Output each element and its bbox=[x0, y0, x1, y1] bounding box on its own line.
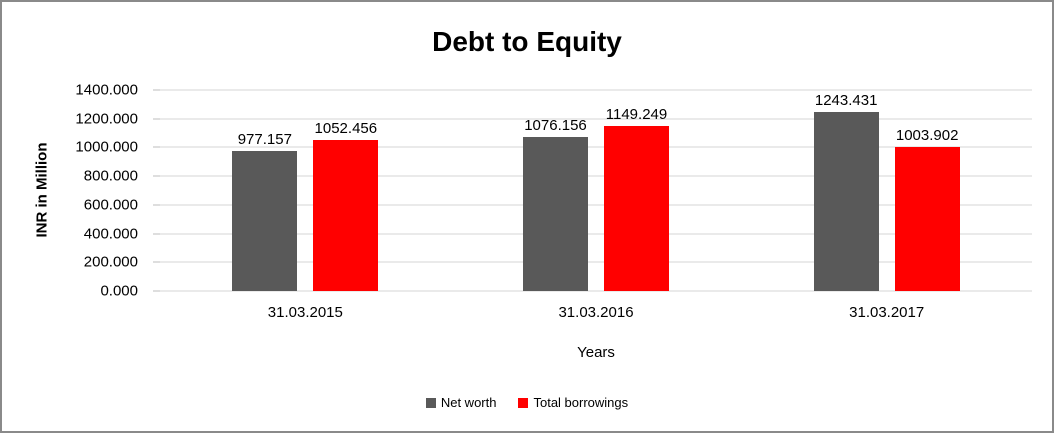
bar-group-31.03.2016: 1076.156 1149.249 bbox=[451, 90, 742, 291]
x-category-label: 31.03.2016 bbox=[558, 304, 634, 321]
legend-label: Net worth bbox=[440, 395, 497, 410]
bar-value-label: 977.157 bbox=[237, 130, 292, 148]
bar-value-label: 1243.431 bbox=[814, 92, 878, 110]
axis-tick-mark bbox=[153, 118, 160, 120]
y-tick-label: 1200.000 bbox=[75, 110, 138, 128]
bar-column-total-borrowings: 1052.456 bbox=[313, 90, 379, 291]
gridline bbox=[160, 89, 1032, 91]
chart-legend: Net worth Total borrowings bbox=[2, 395, 1052, 410]
y-tick-label: 400.000 bbox=[83, 225, 138, 243]
bar-total-borrowings bbox=[604, 126, 669, 291]
axis-tick-mark bbox=[153, 146, 160, 148]
axis-tick-mark bbox=[153, 89, 160, 91]
axis-tick-mark bbox=[153, 175, 160, 177]
bar-group-31.03.2017: 1243.431 1003.902 bbox=[741, 90, 1032, 291]
bar-net-worth bbox=[523, 136, 588, 291]
chart-title: Debt to Equity bbox=[432, 26, 622, 57]
gridline bbox=[160, 175, 1032, 177]
gridline bbox=[160, 146, 1032, 148]
bar-column-net-worth: 977.157 bbox=[232, 90, 298, 291]
gridline bbox=[160, 204, 1032, 206]
legend-swatch-icon bbox=[518, 397, 529, 408]
bar-total-borrowings bbox=[894, 146, 960, 291]
bar-column-total-borrowings: 1003.902 bbox=[894, 90, 960, 291]
bar-value-label: 1149.249 bbox=[605, 106, 668, 124]
x-category-label: 31.03.2015 bbox=[267, 304, 343, 321]
gridline bbox=[160, 118, 1032, 120]
x-axis-category-labels: 31.03.2015 31.03.2016 31.03.2017 bbox=[160, 304, 1032, 321]
x-category-label: 31.03.2017 bbox=[849, 304, 925, 321]
axis-tick-mark bbox=[153, 233, 160, 235]
axis-tick-mark bbox=[153, 290, 160, 292]
bar-value-label: 1076.156 bbox=[524, 116, 587, 134]
bar-column-net-worth: 1243.431 bbox=[813, 90, 879, 291]
axis-tick-mark bbox=[153, 204, 160, 206]
bar-total-borrowings bbox=[313, 139, 379, 291]
plot-area: 977.157 1052.456 1076.156 1149.249 1243.431 1… bbox=[153, 89, 1032, 292]
bar-net-worth bbox=[813, 112, 879, 291]
bar-net-worth bbox=[232, 150, 298, 291]
legend-item-net-worth: Net worth bbox=[425, 395, 497, 410]
legend-label: Total borrowings bbox=[533, 395, 629, 410]
legend-swatch-icon bbox=[425, 397, 436, 408]
bar-column-total-borrowings: 1149.249 bbox=[604, 90, 669, 291]
bar-value-label: 1052.456 bbox=[314, 119, 378, 137]
bar-value-label: 1003.902 bbox=[895, 126, 959, 144]
gridline bbox=[160, 261, 1032, 263]
bar-group-31.03.2015: 977.157 1052.456 bbox=[160, 90, 451, 291]
y-tick-label: 200.000 bbox=[83, 253, 138, 271]
y-tick-label: 1000.000 bbox=[75, 138, 138, 156]
legend-item-total-borrowings: Total borrowings bbox=[518, 395, 628, 410]
y-tick-label: 0.000 bbox=[100, 282, 138, 300]
gridline bbox=[160, 233, 1032, 235]
axis-tick-mark bbox=[153, 261, 160, 263]
gridline bbox=[160, 290, 1032, 292]
bar-column-net-worth: 1076.156 bbox=[523, 90, 588, 291]
y-tick-label: 800.000 bbox=[83, 167, 138, 185]
y-tick-label: 600.000 bbox=[83, 196, 138, 214]
x-axis-title: Years bbox=[577, 344, 615, 361]
bar-series-container: 977.157 1052.456 1076.156 1149.249 1243.431 1… bbox=[160, 90, 1032, 291]
y-tick-label: 1400.000 bbox=[75, 81, 138, 99]
y-axis-tick-labels: 0.000 200.000 400.000 600.000 800.000 1000.00… bbox=[2, 82, 152, 300]
